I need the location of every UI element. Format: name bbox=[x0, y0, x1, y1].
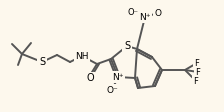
Text: F: F bbox=[196, 68, 200, 76]
Text: O⁻: O⁻ bbox=[127, 8, 138, 16]
Text: NH: NH bbox=[75, 52, 89, 60]
Text: N⁺: N⁺ bbox=[112, 72, 124, 82]
Text: O: O bbox=[155, 9, 162, 17]
Text: O: O bbox=[86, 73, 94, 83]
Text: S: S bbox=[39, 57, 45, 67]
Text: S: S bbox=[124, 41, 130, 51]
Text: N⁺: N⁺ bbox=[139, 13, 151, 22]
Text: O⁻: O⁻ bbox=[106, 85, 118, 95]
Text: F: F bbox=[194, 76, 198, 85]
Text: F: F bbox=[195, 58, 199, 68]
